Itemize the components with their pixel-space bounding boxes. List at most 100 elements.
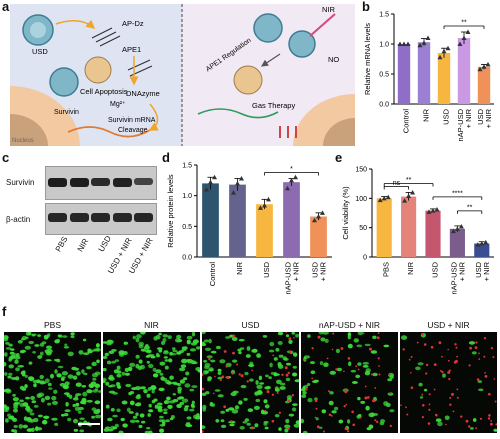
live-cell (220, 419, 225, 423)
live-cell (186, 359, 190, 363)
live-cell (71, 366, 77, 371)
live-cell (139, 413, 145, 418)
live-cell (114, 359, 120, 362)
live-cell (128, 391, 132, 396)
live-cell (164, 359, 169, 362)
live-cell (21, 335, 27, 341)
data-point (454, 226, 460, 231)
data-point (312, 217, 317, 223)
live-cell (7, 375, 12, 379)
live-cell (230, 392, 237, 397)
live-cell (335, 348, 340, 354)
data-point (458, 223, 464, 229)
live-cell (164, 365, 169, 370)
live-cell (275, 347, 280, 352)
live-cell (329, 391, 334, 395)
live-cell (39, 342, 45, 347)
live-cell (96, 408, 101, 413)
live-cell (347, 332, 352, 337)
live-cell (70, 332, 75, 336)
x-tick-label: USD+ NIR (476, 108, 493, 128)
live-cell (155, 369, 162, 374)
live-cell (48, 387, 53, 390)
wb-band-survivin (48, 178, 67, 187)
data-point (285, 185, 290, 191)
data-point (437, 54, 443, 60)
western-blot-panel: Survivin β-actin PBS NIR USD USD + NIR USD +… (0, 160, 160, 300)
dead-cell (202, 430, 204, 433)
panel-label-c: c (2, 150, 10, 165)
live-cell (53, 389, 58, 394)
live-cell (18, 424, 24, 429)
live-cell (220, 410, 226, 414)
live-cell (258, 375, 262, 381)
live-cell (191, 385, 198, 389)
live-cell (10, 354, 16, 359)
live-cell (92, 377, 97, 381)
significance-label: * (290, 166, 293, 173)
label-survivin: Survivin (54, 109, 79, 116)
micrograph-title: NIR (144, 320, 159, 330)
live-cell (183, 377, 188, 381)
y-tick-label: 0.0 (379, 102, 389, 109)
significance-label: ** (406, 177, 412, 184)
x-tick-label: USD (431, 261, 440, 277)
dead-cell (445, 423, 447, 426)
live-cell (147, 413, 151, 417)
dead-cell (433, 388, 436, 391)
live-cell (321, 409, 327, 414)
live-cell (32, 351, 36, 354)
live-cell (29, 412, 35, 416)
live-cell (310, 370, 316, 375)
wb-band-actin (134, 213, 153, 222)
micrograph-image (4, 332, 101, 433)
live-cell (189, 408, 195, 412)
live-cell (172, 399, 179, 403)
live-cell (278, 354, 284, 358)
data-point (316, 214, 321, 219)
dead-cell (428, 403, 431, 406)
live-cell (493, 428, 497, 432)
live-cell (15, 367, 20, 372)
live-cell (158, 387, 165, 392)
live-cell (294, 379, 299, 383)
dead-cell (448, 377, 451, 381)
bar (202, 183, 219, 257)
dead-cell (370, 373, 373, 376)
live-cell (389, 409, 395, 413)
live-cell (238, 338, 245, 342)
x-tick-label: nAP-USD+ NIR (284, 261, 301, 294)
live-cell (239, 347, 245, 350)
live-cell (75, 402, 80, 407)
live-cell (301, 418, 305, 424)
dead-cell (478, 352, 480, 355)
dead-cell (311, 377, 314, 380)
live-cell (170, 353, 177, 356)
nucleus-left (10, 114, 48, 146)
live-cell (318, 426, 323, 429)
dead-cell (287, 427, 290, 430)
dead-cell (475, 427, 477, 430)
live-cell (204, 347, 212, 351)
live-cell (202, 332, 206, 335)
live-cell (38, 392, 45, 397)
live-cell (249, 378, 254, 382)
live-cell (162, 337, 167, 343)
dead-cell (223, 350, 227, 353)
live-cell (4, 372, 8, 376)
live-cell (121, 371, 126, 376)
live-cell (143, 389, 148, 394)
live-cell (357, 332, 364, 336)
x-tick-label: nAP-USD+ NIR (456, 108, 473, 141)
live-cell (477, 380, 482, 383)
dead-cell (427, 422, 431, 425)
x-tick-label: NIR (422, 108, 431, 122)
live-cell (256, 353, 261, 358)
live-cell (186, 352, 191, 356)
live-cell (135, 420, 140, 423)
live-cell (471, 351, 477, 355)
live-cell (217, 394, 224, 398)
live-cell (329, 370, 336, 375)
dead-cell (492, 356, 495, 359)
live-cell (20, 370, 26, 376)
